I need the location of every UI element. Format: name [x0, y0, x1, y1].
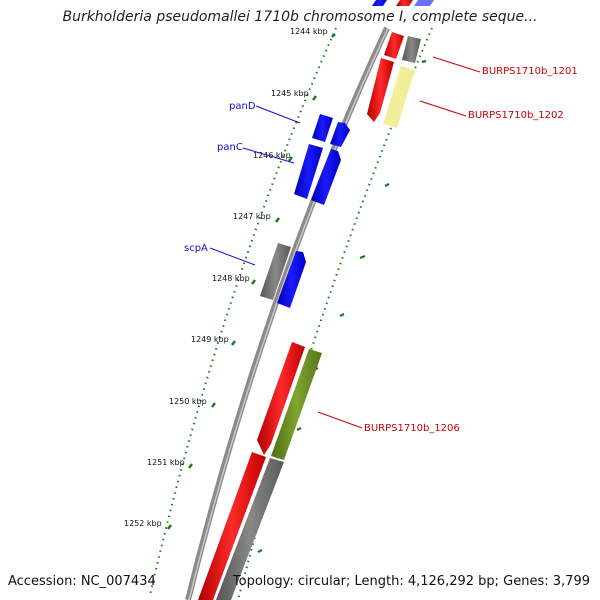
- gene-panc-arrow[interactable]: [311, 149, 341, 205]
- gene-scpa-gray[interactable]: [260, 243, 291, 300]
- gene-panc[interactable]: [294, 144, 323, 199]
- gene-top-blue-1[interactable]: [372, 0, 387, 6]
- ruler-tick: [275, 217, 280, 223]
- chromosome-backbone-highlight: [188, 27, 389, 600]
- gene-burps1202[interactable]: [383, 66, 415, 128]
- gene-label-scpa[interactable]: scpA: [184, 243, 208, 254]
- gene-burps1201[interactable]: [402, 36, 421, 63]
- ruler-label: 1245 kbp: [271, 89, 309, 98]
- right-dotted-track: [237, 27, 433, 600]
- map-title: Burkholderia pseudomallei 1710b chromoso…: [62, 9, 538, 25]
- ruler-label: 1250 kbp: [169, 397, 207, 406]
- ruler-tick: [188, 463, 193, 469]
- ruler-labels: 1244 kbp 1245 kbp 1246 kbp 1247 kbp 1248…: [124, 27, 328, 528]
- ruler-tick: [288, 156, 293, 162]
- gene-label-pand[interactable]: panD: [229, 101, 256, 112]
- gene-top-red[interactable]: [396, 0, 413, 6]
- gene-pand[interactable]: [312, 114, 333, 142]
- gene-scpa-blue[interactable]: [277, 251, 306, 308]
- gene-label-panc[interactable]: panC: [217, 142, 243, 153]
- gene-red-arrow-lower[interactable]: [367, 58, 394, 122]
- gene-red-bottom[interactable]: [198, 452, 266, 600]
- ruler-ticks: [167, 33, 336, 530]
- ruler-label: 1249 kbp: [191, 335, 229, 344]
- genome-summary-text: Topology: circular; Length: 4,126,292 bp…: [232, 574, 590, 589]
- burps1202-leader: [419, 100, 467, 117]
- ruler-label: 1252 kbp: [124, 519, 162, 528]
- gene-pand-arrow[interactable]: [330, 122, 350, 147]
- ruler-label: 1244 kbp: [290, 27, 328, 36]
- burps1201-leader: [432, 56, 481, 73]
- gene-top-blue-2[interactable]: [414, 0, 434, 6]
- panc-leader: [242, 147, 295, 164]
- ruler-tick: [211, 402, 216, 408]
- gene-label-burps1202[interactable]: BURPS1710b_1202: [468, 110, 564, 121]
- gene-label-burps1201[interactable]: BURPS1710b_1201: [482, 66, 578, 77]
- accession-text: Accession: NC_007434: [8, 574, 156, 589]
- pand-leader: [255, 105, 301, 124]
- gene-burps1206[interactable]: [271, 349, 322, 460]
- ruler-label: 1246 kbp: [253, 151, 291, 160]
- scpa-leader: [209, 247, 256, 266]
- ruler-label: 1247 kbp: [233, 212, 271, 221]
- ruler-tick: [312, 95, 317, 101]
- ruler-tick: [331, 33, 336, 38]
- chromosome-backbone: [185, 26, 390, 600]
- ruler-tick: [251, 279, 256, 285]
- ruler-label: 1248 kbp: [212, 274, 250, 283]
- gene-gray-bottom[interactable]: [216, 458, 284, 600]
- ruler-label: 1251 kbp: [147, 458, 185, 467]
- gene-label-burps1206[interactable]: BURPS1710b_1206: [364, 423, 460, 434]
- burps1206-leader: [317, 411, 363, 429]
- ruler-dotted-line: [149, 27, 337, 596]
- gene-red-arrow-upper[interactable]: [384, 32, 404, 59]
- gene-red-large[interactable]: [257, 342, 305, 455]
- ruler-tick: [231, 340, 236, 346]
- ruler-tick: [167, 524, 172, 530]
